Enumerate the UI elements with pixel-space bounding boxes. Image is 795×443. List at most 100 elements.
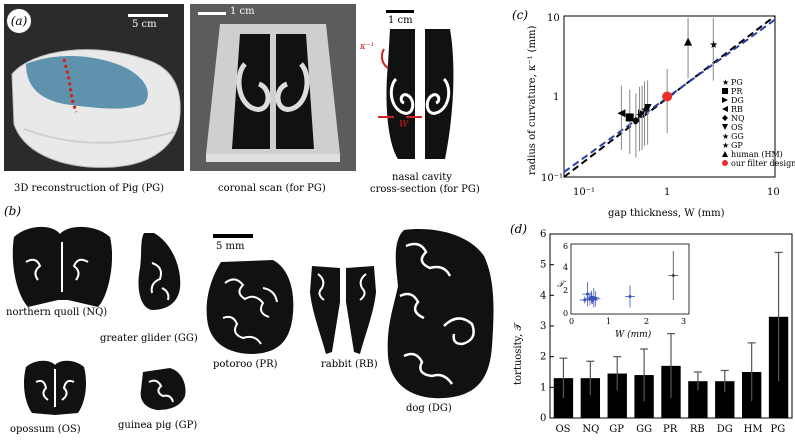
point-our [662,91,673,102]
legend-label-7: GP [731,141,743,150]
point-rb [617,109,626,118]
inset-xtick-2: 2 [644,317,649,326]
caption-coronal: coronal scan (for PG) [218,183,326,194]
point-pg: ★ [709,40,718,51]
chart-c-xtick-2: 10 [767,187,780,198]
chart-d-ytick-4: 4 [540,290,546,301]
point-os [643,103,652,112]
coronal-scan-render [190,4,356,171]
nasal-cross-section [370,4,470,164]
point-gp: ★ [636,110,645,121]
caption-dg: dog (DG) [406,403,452,414]
legend-marker-8 [722,151,728,157]
inset-xtick-1: 1 [606,317,611,326]
panel-c-label: (c) [512,8,529,22]
inset-point-gg [592,296,596,300]
gp-section [140,368,186,410]
chart-c-xlabel: gap thickness, W (mm) [608,208,725,219]
chart-d-ytick-0: 0 [540,413,546,424]
chart-d-ytick-6: 6 [540,229,546,240]
panel-b-label: (b) [4,204,22,218]
legend-marker-6: ★ [722,132,729,141]
inset-ytick-0: 0 [563,309,568,318]
legend-label-5: OS [731,123,743,132]
scale-label-nasal: 1 cm [388,15,413,26]
chart-c-ylabel: radius of curvature, κ⁻¹ (mm) [527,25,538,175]
scale-bar-nasal [386,10,414,13]
dg-section [387,229,494,399]
legend-label-2: DG [731,96,744,105]
inset-xtick-3: 3 [681,317,686,326]
scale-label-pig: 5 cm [132,19,157,30]
legend-label-3: RB [731,105,743,114]
w-label: W [399,120,409,130]
nasal-cross-section-drawing [378,29,454,159]
caption-3d: 3D reconstruction of Pig (PG) [14,183,165,194]
point-dg [638,109,647,118]
chart-c-frame [563,15,776,178]
chart-d-ytick-1: 1 [540,382,546,393]
legend-label-9: our filter design [731,159,795,168]
rb-section [310,266,376,354]
chart-d-bars [553,251,789,418]
chart-d-inset: 𝒯 W (mm) 0 1 2 3 0 2 4 6 [557,242,690,340]
chart-d-xtick-hm: HM [744,424,763,435]
chart-d-xtick-dg: DG [717,424,733,435]
caption-gp: guinea pig (GP) [118,420,198,431]
inset-ytick-1: 2 [563,286,568,295]
chart-c-ytick-2: 10 [547,13,560,24]
inset-points [579,251,679,308]
coronal-scan-image [190,4,356,171]
pig-3d-render [11,49,181,168]
inset-point-pg [671,274,675,277]
inset-xlabel: W (mm) [615,329,652,340]
point-nq [631,116,640,125]
legend-label-8: human (HM) [731,150,783,159]
chart-c-ytick-0: 10⁻¹ [541,173,563,184]
chart-d-ylabel: tortuosity, 𝒯 [513,322,524,385]
chart-d: tortuosity, 𝒯 0 1 2 3 4 5 6 𝒯 W (mm) 0 1 2 3 0… [513,229,793,435]
point-gg: ★ [641,105,650,116]
chart-d-yticks: 0 1 2 3 4 5 6 [540,229,554,424]
legend-marker-4 [722,115,728,121]
scale-bar-pig [128,14,168,17]
legend-marker-3 [722,106,728,112]
caption-rb: rabbit (RB) [321,359,378,370]
gg-section [138,233,181,310]
caption-os: opossum (OS) [10,424,81,435]
legend-marker-5 [722,124,728,130]
scale-label-b: 5 mm [216,241,245,252]
legend-marker-9 [722,160,728,166]
scale-label-ct: 1 cm [230,6,255,17]
inset-ytick-3: 6 [563,242,568,251]
legend-label-1: PR [731,87,743,96]
inset-ytick-2: 4 [563,263,568,272]
bar-nq [580,378,601,418]
legend-marker-1 [722,88,728,94]
inset-xtick-0: 0 [569,317,574,326]
legend-label-6: GG [731,132,744,141]
os-section [24,360,86,415]
chart-d-xtick-nq: NQ [582,424,599,435]
legend-marker-2 [722,97,728,103]
point-human [684,37,693,46]
inset-ylabel: 𝒯 [557,280,567,290]
caption-nq: northern quoll (NQ) [6,307,108,318]
legend-label-0: PG [731,78,743,87]
caption-nasal-1: nasal cavity [392,172,452,183]
chart-d-xtick-gp: GP [609,424,624,435]
chart-c-marks: ★★★ [563,15,776,178]
nq-section [12,226,113,307]
pig-3d-reconstruction-image [4,4,184,171]
bar-gp [607,373,627,418]
panel-d-label: (d) [510,222,528,236]
point-pr [625,113,634,122]
panel-a-label: (a) [6,8,32,34]
scale-bar-ct [198,12,226,15]
chart-d-xtick-os: OS [555,424,570,435]
legend-label-4: NQ [731,114,745,123]
chart-c-xtick-1: 1 [664,187,670,198]
caption-gg: greater glider (GG) [100,333,198,344]
caption-nasal-2: cross-section (for PG) [370,184,480,195]
